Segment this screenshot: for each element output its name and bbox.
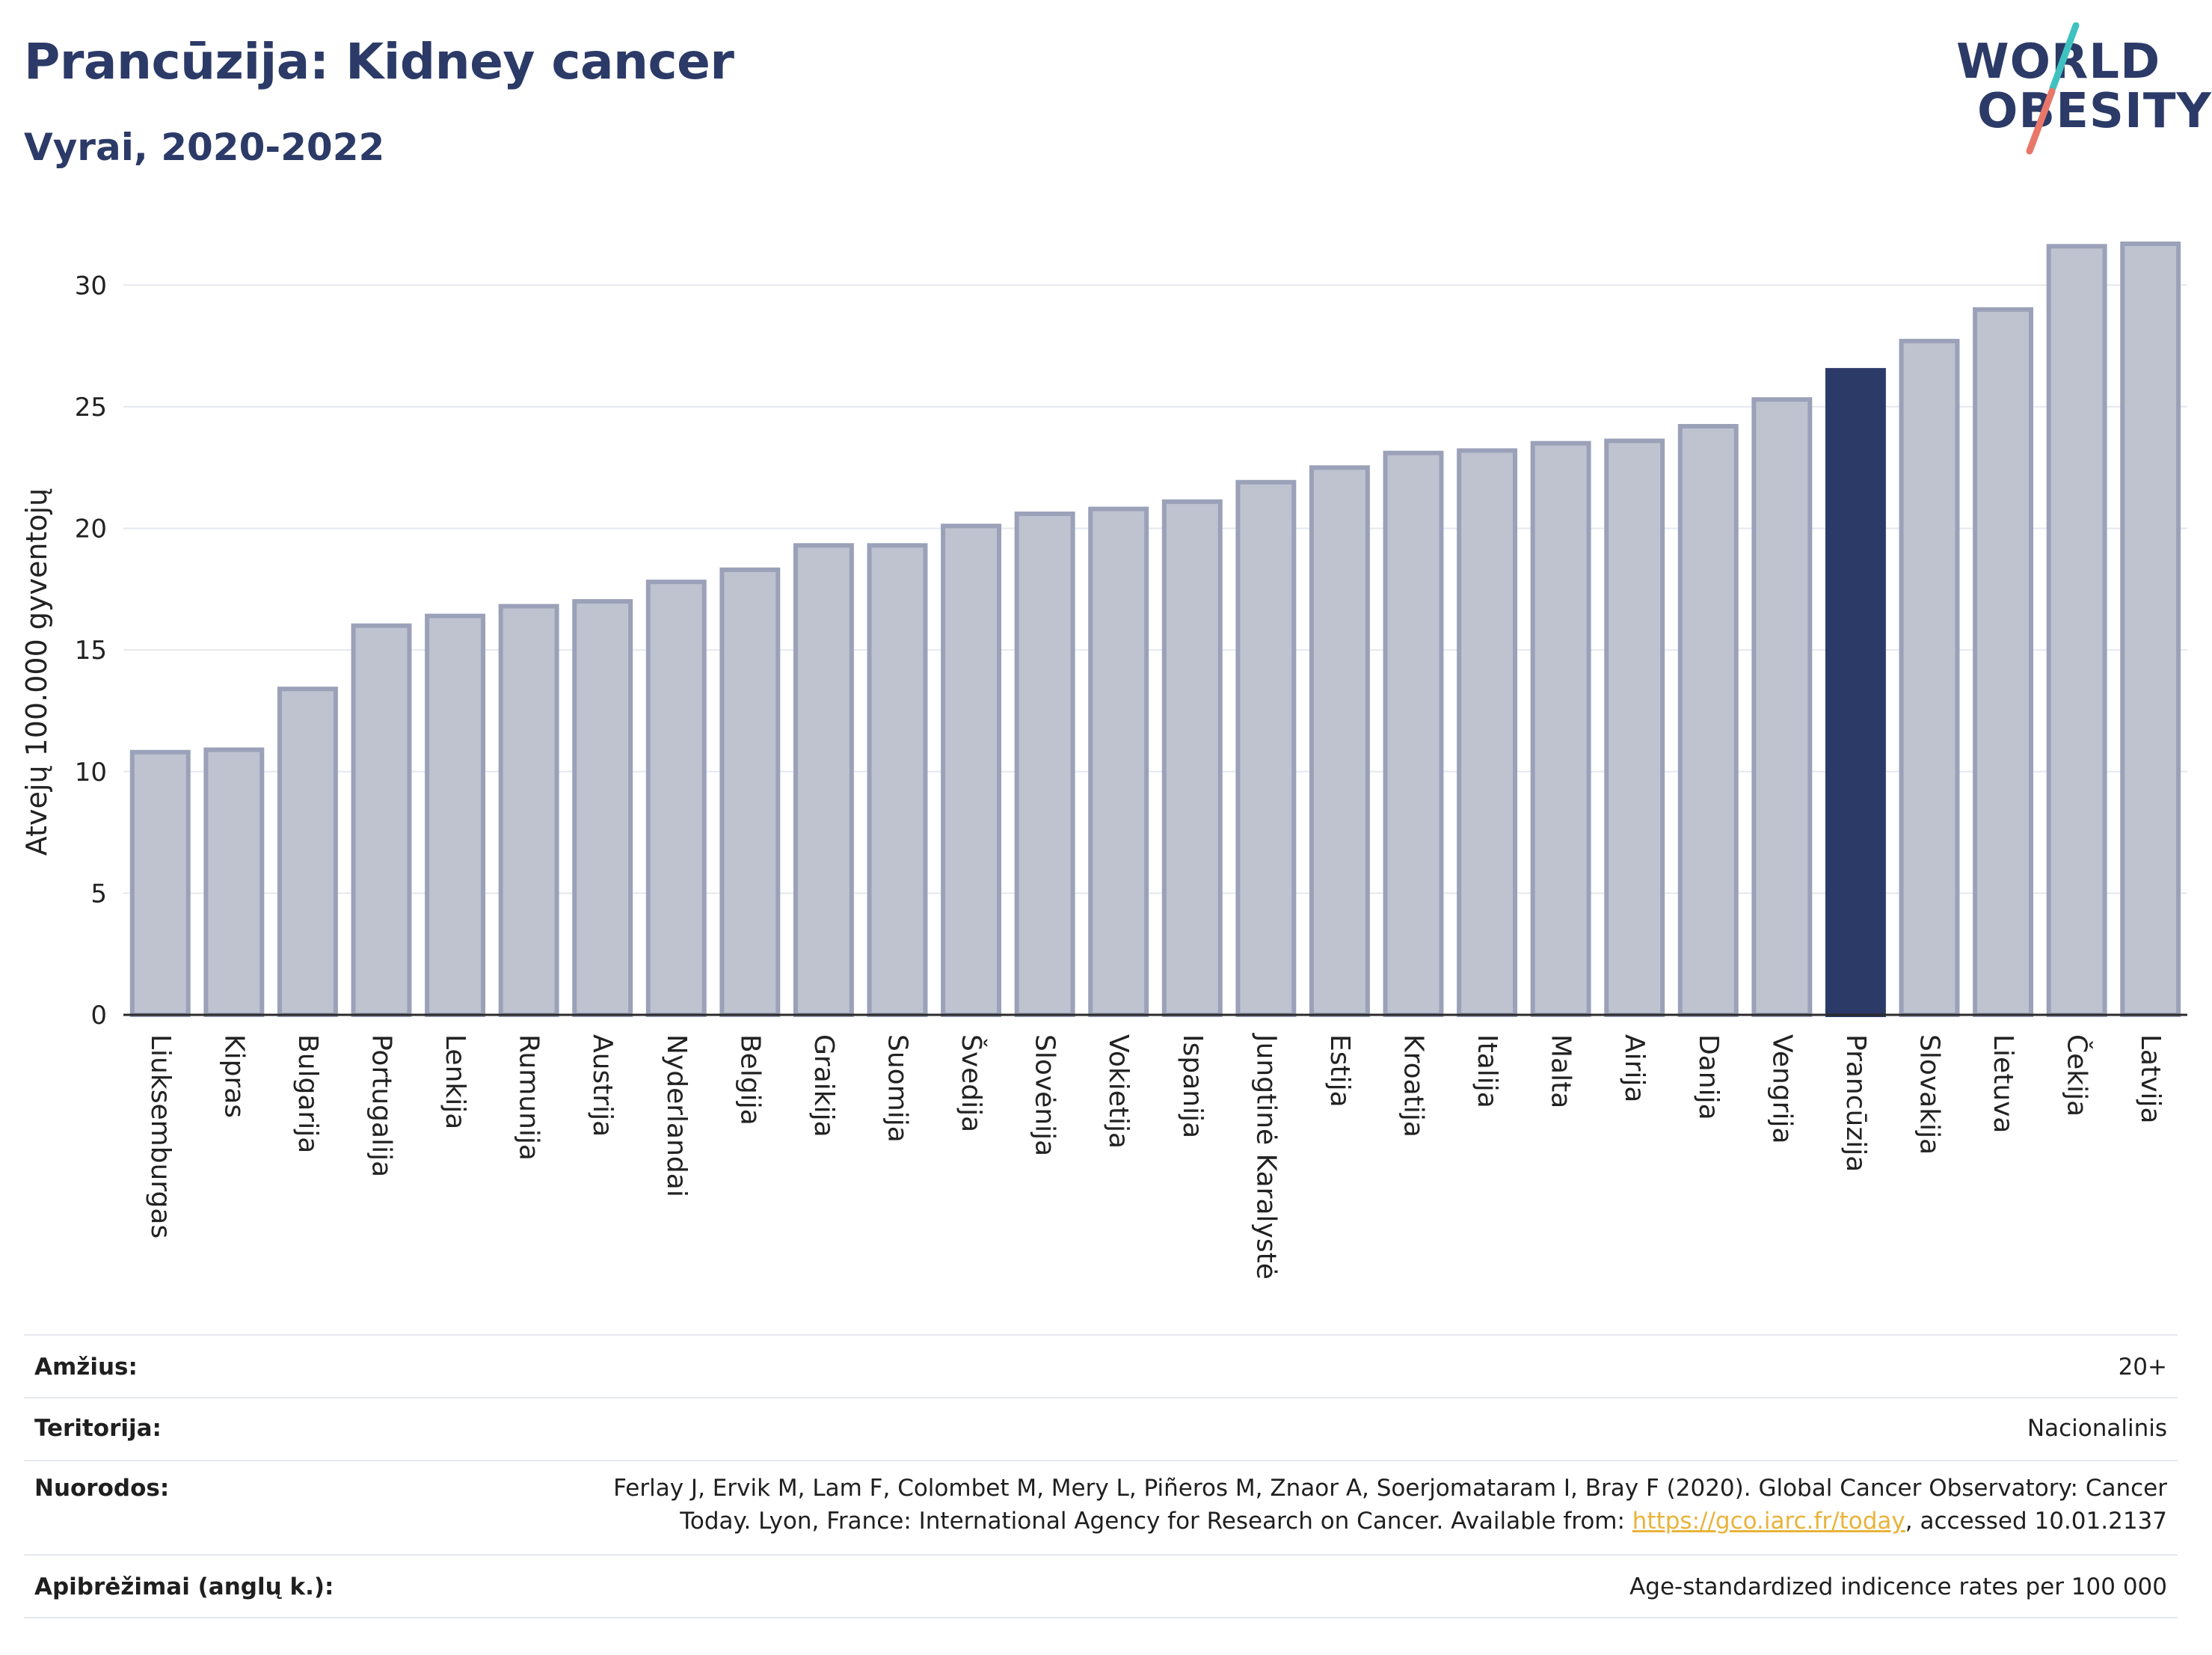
meta-refs-link[interactable]: https://gco.iarc.fr/today bbox=[1632, 1508, 1905, 1535]
y-tick-label: 30 bbox=[75, 271, 107, 301]
x-tick-label: Švedija bbox=[956, 1034, 987, 1132]
x-tick-label: Suomija bbox=[882, 1034, 913, 1143]
meta-age-value: 20+ bbox=[2118, 1354, 2167, 1381]
x-tick-label: Ispanija bbox=[1177, 1034, 1208, 1138]
bar-10 bbox=[793, 543, 854, 1017]
x-tick-label: Čekija bbox=[2062, 1034, 2093, 1117]
bars bbox=[129, 242, 2181, 1018]
x-tick-label: Nyderlandai bbox=[661, 1034, 692, 1197]
y-tick-label: 15 bbox=[75, 636, 107, 666]
meta-defs-value: Age-standardized indicence rates per 100… bbox=[1629, 1573, 2167, 1600]
bar-4 bbox=[351, 623, 412, 1017]
meta-territory-label: Teritorija: bbox=[34, 1415, 162, 1442]
x-tick-label: Airija bbox=[1619, 1034, 1650, 1103]
x-tick-label: Graikija bbox=[808, 1034, 839, 1137]
world-obesity-logo: WORLD OBESITY bbox=[1944, 22, 2211, 157]
y-tick-label: 25 bbox=[75, 393, 107, 423]
chart-subtitle: Vyrai, 2020-2022 bbox=[24, 126, 385, 169]
meta-age-label: Amžius: bbox=[34, 1354, 138, 1381]
x-tick-label: Portugalija bbox=[366, 1034, 397, 1177]
bar-1 bbox=[129, 749, 191, 1018]
bar-15 bbox=[1161, 499, 1223, 1017]
bar-28 bbox=[2120, 242, 2181, 1018]
meta-refs-line1: Ferlay J, Ervik M, Lam F, Colombet M, Me… bbox=[613, 1475, 2167, 1502]
x-tick-label: Vokietija bbox=[1103, 1034, 1134, 1149]
bar-3 bbox=[277, 687, 338, 1018]
meta-refs-line2: Today. Lyon, France: International Agenc… bbox=[597, 1505, 2167, 1538]
y-tick-label: 20 bbox=[75, 515, 107, 544]
bar-11 bbox=[867, 543, 928, 1017]
x-tick-label: Rumunija bbox=[514, 1034, 544, 1161]
meta-row-references: Nuorodos: Ferlay J, Ervik M, Lam F, Colo… bbox=[24, 1461, 2178, 1556]
x-tick-label: Jungtinė Karalystė bbox=[1250, 1033, 1281, 1280]
bar-6 bbox=[498, 604, 559, 1017]
x-tick-label: Lietuva bbox=[1988, 1034, 2018, 1134]
meta-territory-value: Nacionalinis bbox=[2027, 1415, 2167, 1442]
bar-9 bbox=[719, 567, 781, 1017]
bar-21 bbox=[1604, 438, 1665, 1017]
x-tick-label: Slovėnija bbox=[1030, 1034, 1060, 1156]
x-tick-label: Slovakija bbox=[1914, 1034, 1945, 1155]
y-tick-labels: 0 5 10 15 20 25 30 bbox=[75, 271, 107, 1031]
x-tick-label: Belgija bbox=[734, 1034, 765, 1126]
bar-26 bbox=[1973, 307, 2034, 1018]
metadata-table: Amžius: 20+ Teritorija: Nacionalinis Nuo… bbox=[24, 1334, 2178, 1618]
x-tick-label: Italija bbox=[1472, 1034, 1502, 1108]
x-tick-label: Malta bbox=[1546, 1034, 1576, 1108]
x-tick-label: Kroatija bbox=[1398, 1034, 1429, 1137]
y-tick-label: 0 bbox=[90, 1001, 107, 1031]
x-tick-label: Prancūzija bbox=[1840, 1034, 1871, 1172]
y-axis-label: Atvejų 100.000 gyventojų bbox=[20, 488, 53, 856]
bar-chart: Liuksemburgas Kipras Bulgarija Portugalija L… bbox=[20, 242, 2187, 1280]
bar-22 bbox=[1677, 423, 1739, 1017]
bar-17 bbox=[1309, 465, 1370, 1017]
bar-12 bbox=[941, 523, 1002, 1017]
bar-5 bbox=[425, 613, 486, 1017]
bar-24 bbox=[1825, 368, 1886, 1017]
bar-16 bbox=[1235, 479, 1297, 1017]
bar-27 bbox=[2046, 244, 2107, 1018]
x-tick-label: Lenkija bbox=[440, 1034, 470, 1129]
chart-title: Prancūzija: Kidney cancer bbox=[24, 33, 734, 90]
x-tick-label: Austrija bbox=[587, 1034, 618, 1137]
bar-7 bbox=[572, 599, 633, 1017]
meta-refs-line2-pre: Today. Lyon, France: International Agenc… bbox=[680, 1508, 1632, 1535]
logo-slash-icon bbox=[2026, 22, 2080, 155]
meta-row-age: Amžius: 20+ bbox=[24, 1336, 2178, 1398]
bar-13 bbox=[1014, 512, 1075, 1017]
bar-2 bbox=[203, 747, 265, 1017]
meta-defs-label: Apibrėžimai (anglų k.): bbox=[34, 1573, 334, 1600]
x-tick-label: Estija bbox=[1324, 1034, 1355, 1108]
x-tick-labels: Liuksemburgas Kipras Bulgarija Portugalija L… bbox=[145, 1033, 2166, 1280]
x-tick-label: Vengrija bbox=[1766, 1034, 1797, 1144]
logo-line-2: OBESITY bbox=[1977, 84, 2212, 139]
y-tick-label: 5 bbox=[90, 879, 107, 909]
x-tick-label: Bulgarija bbox=[292, 1034, 323, 1153]
y-tick-label: 10 bbox=[75, 758, 107, 787]
meta-refs-value: Ferlay J, Ervik M, Lam F, Colombet M, Me… bbox=[597, 1472, 2167, 1538]
meta-row-definitions: Apibrėžimai (anglų k.): Age-standardized… bbox=[24, 1556, 2178, 1618]
bar-14 bbox=[1088, 506, 1149, 1017]
bar-8 bbox=[645, 580, 707, 1017]
meta-refs-line2-post: , accessed 10.01.2137 bbox=[1905, 1508, 2167, 1535]
x-tick-label: Danija bbox=[1693, 1034, 1724, 1120]
bar-20 bbox=[1530, 440, 1591, 1017]
bar-18 bbox=[1383, 450, 1444, 1017]
x-tick-label: Liuksemburgas bbox=[145, 1034, 176, 1238]
x-tick-label: Latvija bbox=[2135, 1034, 2166, 1124]
bar-23 bbox=[1751, 397, 1813, 1017]
x-tick-label: Kipras bbox=[218, 1034, 249, 1118]
meta-refs-label: Nuorodos: bbox=[34, 1475, 170, 1502]
meta-row-territory: Teritorija: Nacionalinis bbox=[24, 1398, 2178, 1461]
bar-25 bbox=[1899, 339, 1960, 1017]
bar-19 bbox=[1457, 448, 1518, 1017]
